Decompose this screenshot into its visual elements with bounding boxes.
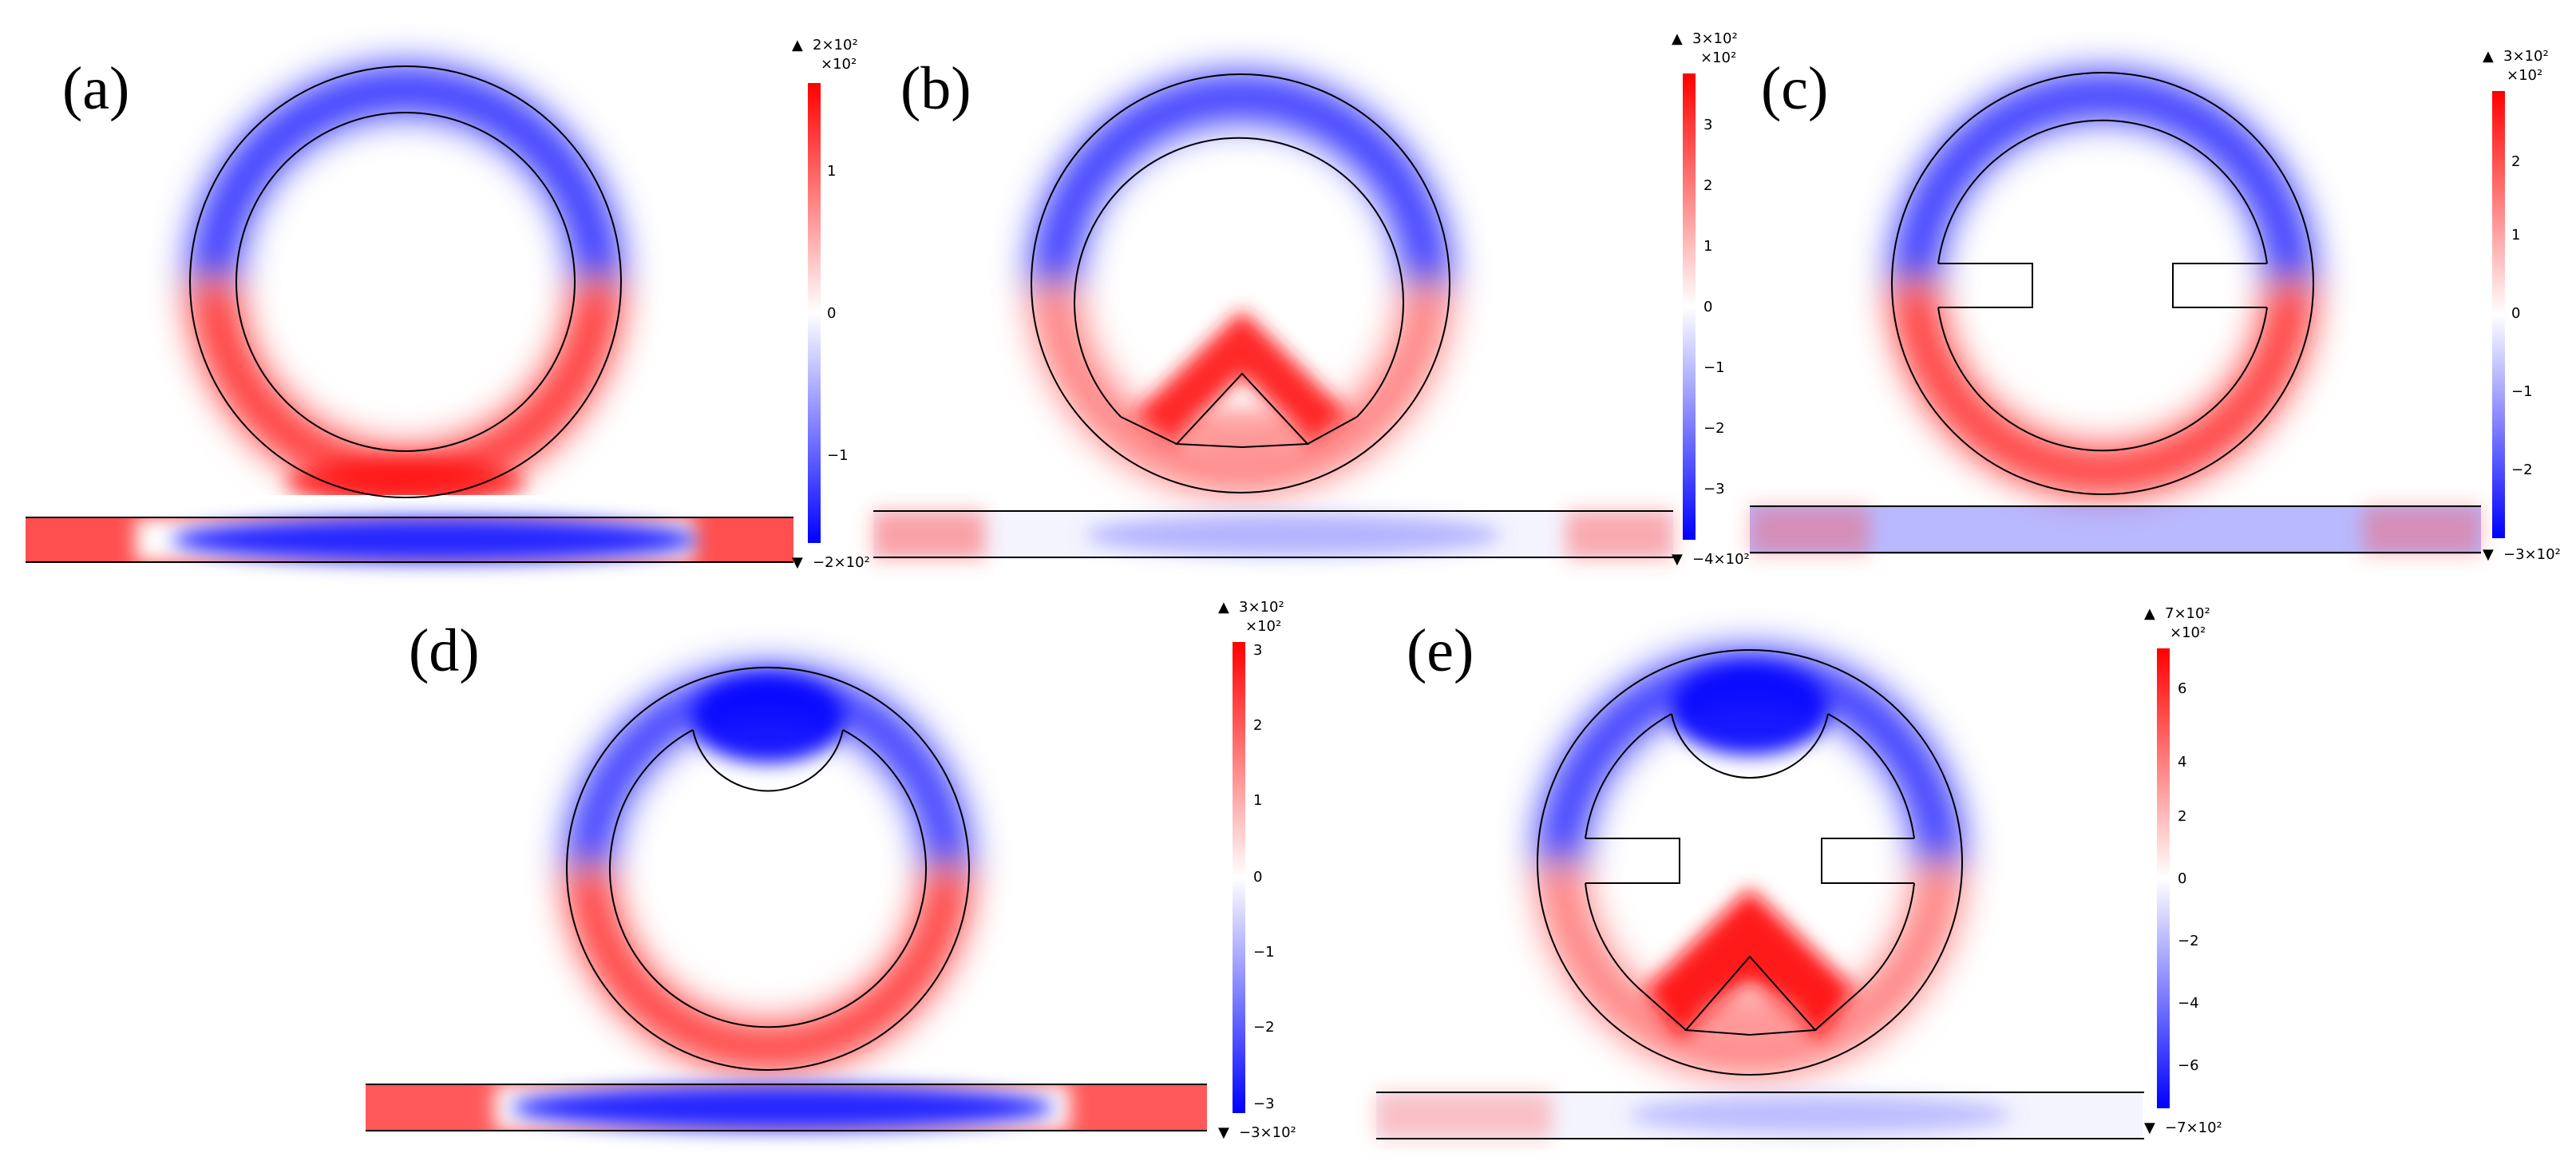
panel-a: (a) ▲ 2×10² ×10² 1 0 −1 ▼ −2×10² bbox=[26, 37, 870, 583]
colorbar-min-marker: ▼ bbox=[2144, 1119, 2155, 1136]
field-map-d bbox=[366, 668, 1207, 1131]
colorbar-max-marker: ▲ bbox=[792, 37, 803, 53]
colorbar-min-label: −7×10² bbox=[2165, 1119, 2222, 1136]
colorbar-multiplier: ×10² bbox=[2170, 624, 2206, 641]
colorbar-gradient bbox=[2492, 91, 2505, 538]
colorbar-tick: 2 bbox=[1253, 717, 1262, 734]
colorbar-multiplier: ×10² bbox=[1245, 618, 1281, 635]
panel-label-b: (b) bbox=[900, 55, 971, 122]
colorbar-tick: 2 bbox=[1703, 177, 1712, 194]
colorbar-max-label: 7×10² bbox=[2165, 605, 2210, 622]
colorbar-max-label: 2×10² bbox=[813, 37, 858, 53]
colorbar-tick: 0 bbox=[2511, 305, 2520, 322]
colorbar-tick: −2 bbox=[1253, 1019, 1275, 1036]
field-map-e bbox=[1376, 650, 2143, 1139]
colorbar-min-marker: ▼ bbox=[1218, 1124, 1229, 1141]
field-map-a bbox=[26, 66, 793, 583]
panel-label-c: (c) bbox=[1761, 55, 1828, 122]
colorbar-max-marker: ▲ bbox=[1218, 599, 1229, 616]
colorbar-max-label: 3×10² bbox=[1692, 30, 1738, 47]
colorbar-tick: 1 bbox=[2511, 227, 2520, 244]
panel-label-d: (d) bbox=[409, 617, 480, 684]
colorbar-tick: 1 bbox=[1703, 238, 1712, 255]
colorbar-tick: −2 bbox=[2511, 462, 2533, 478]
colorbar-multiplier: ×10² bbox=[2507, 67, 2542, 84]
colorbar-tick: 1 bbox=[827, 163, 836, 180]
colorbar-tick: 0 bbox=[1703, 299, 1712, 315]
panel-label-e: (e) bbox=[1407, 617, 1474, 684]
colorbar-tick: −3 bbox=[1253, 1096, 1275, 1112]
colorbar-tick: 3 bbox=[1703, 117, 1712, 133]
colorbar-max-label: 3×10² bbox=[2503, 48, 2549, 65]
geometry-outline-c bbox=[1750, 72, 2481, 553]
colorbar-multiplier: ×10² bbox=[1700, 50, 1736, 66]
panel-d: (d) ▲ 3×10² ×10² 3 2 1 0 −1 −2 −3 ▼ −3×1… bbox=[366, 599, 1296, 1141]
geometry-outline-e bbox=[1376, 649, 2144, 1139]
colorbar-gradient bbox=[1233, 642, 1245, 1113]
colorbar-gradient bbox=[808, 83, 821, 543]
colorbar-b: ▲ 3×10² ×10² 3 2 1 0 −1 −2 −3 ▼ −4×10² bbox=[1672, 30, 1750, 568]
geometry-outline-b bbox=[873, 73, 1673, 558]
colorbar-tick: 1 bbox=[1253, 792, 1262, 809]
colorbar-tick: −3 bbox=[1703, 481, 1725, 497]
colorbar-tick: 2 bbox=[2511, 153, 2520, 170]
colorbar-multiplier: ×10² bbox=[821, 56, 857, 73]
colorbar-tick: 2 bbox=[2178, 808, 2186, 825]
colorbar-e: ▲ 7×10² ×10² 6 4 2 0 −2 −4 −6 ▼ −7×10² bbox=[2144, 605, 2222, 1136]
colorbar-a: ▲ 2×10² ×10² 1 0 −1 ▼ −2×10² bbox=[792, 37, 870, 571]
field-map-b bbox=[873, 74, 1673, 559]
colorbar-tick: −1 bbox=[2511, 383, 2533, 400]
colorbar-tick: −4 bbox=[2178, 995, 2199, 1012]
colorbar-min-label: −2×10² bbox=[813, 554, 870, 571]
colorbar-min-marker: ▼ bbox=[792, 554, 803, 571]
colorbar-tick: 0 bbox=[1253, 869, 1262, 886]
colorbar-min-label: −3×10² bbox=[2503, 546, 2561, 563]
colorbar-tick: 3 bbox=[1253, 642, 1262, 659]
panel-e: (e) ▲ 7×10² ×10² 6 4 2 0 −2 −4 −6 ▼ −7×1… bbox=[1376, 605, 2222, 1139]
geometry-outline-a bbox=[26, 65, 793, 563]
colorbar-max-marker: ▲ bbox=[2144, 605, 2155, 622]
panel-label-a: (a) bbox=[62, 55, 129, 122]
geometry-outline-d bbox=[366, 667, 1207, 1131]
colorbar-gradient bbox=[2157, 648, 2170, 1108]
colorbar-min-label: −4×10² bbox=[1692, 551, 1750, 568]
colorbar-tick: −1 bbox=[827, 447, 849, 464]
colorbar-tick: −2 bbox=[2178, 933, 2199, 949]
colorbar-min-marker: ▼ bbox=[1672, 551, 1683, 568]
colorbar-d: ▲ 3×10² ×10² 3 2 1 0 −1 −2 −3 ▼ −3×10² bbox=[1218, 599, 1296, 1141]
colorbar-tick: −1 bbox=[1253, 944, 1275, 961]
field-map-c bbox=[1750, 73, 2481, 554]
colorbar-tick: 0 bbox=[827, 305, 836, 322]
colorbar-max-marker: ▲ bbox=[2483, 48, 2494, 65]
colorbar-max-label: 3×10² bbox=[1239, 599, 1284, 616]
panel-b: (b) ▲ 3×10² ×10² 3 2 1 0 −1 −2 −3 ▼ −4×1… bbox=[873, 30, 1750, 568]
colorbar-tick: −2 bbox=[1703, 420, 1725, 437]
colorbar-tick: 0 bbox=[2178, 870, 2186, 887]
colorbar-tick: 4 bbox=[2178, 754, 2186, 771]
panel-c: (c) ▲ 3×10² ×10² 2 1 0 −1 −2 ▼ −3×10² bbox=[1750, 48, 2561, 563]
colorbar-c: ▲ 3×10² ×10² 2 1 0 −1 −2 ▼ −3×10² bbox=[2483, 48, 2561, 563]
colorbar-tick: −1 bbox=[1703, 359, 1725, 376]
colorbar-max-marker: ▲ bbox=[1672, 30, 1683, 47]
colorbar-tick: −6 bbox=[2178, 1057, 2199, 1074]
colorbar-min-marker: ▼ bbox=[2483, 546, 2494, 563]
colorbar-tick: 6 bbox=[2178, 680, 2186, 697]
colorbar-gradient bbox=[1683, 73, 1696, 540]
colorbar-min-label: −3×10² bbox=[1239, 1124, 1296, 1141]
